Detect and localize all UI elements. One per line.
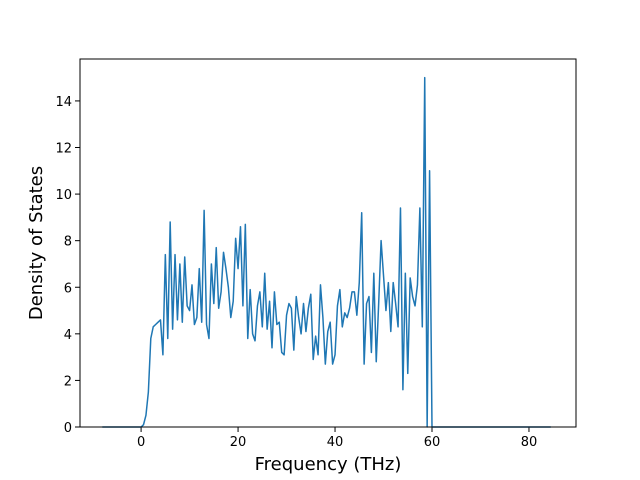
x-tick-label: 60 [424, 435, 441, 450]
y-axis-label: Density of States [26, 166, 47, 320]
y-tick-label: 4 [64, 328, 72, 343]
plot-frame [79, 58, 577, 428]
y-tick-label: 10 [55, 188, 72, 203]
y-tick-label: 0 [64, 421, 72, 436]
x-tick-label: 20 [230, 435, 247, 450]
y-tick-label: 6 [64, 281, 72, 296]
x-tick-label: 40 [327, 435, 344, 450]
x-tick-label: 0 [137, 435, 145, 450]
y-tick-label: 8 [64, 235, 72, 250]
x-axis-label: Frequency (THz) [255, 454, 402, 475]
y-tick-label: 2 [64, 374, 72, 389]
x-tick-label: 80 [521, 435, 538, 450]
y-tick-label: 14 [55, 95, 72, 110]
y-tick-label: 12 [55, 142, 72, 157]
